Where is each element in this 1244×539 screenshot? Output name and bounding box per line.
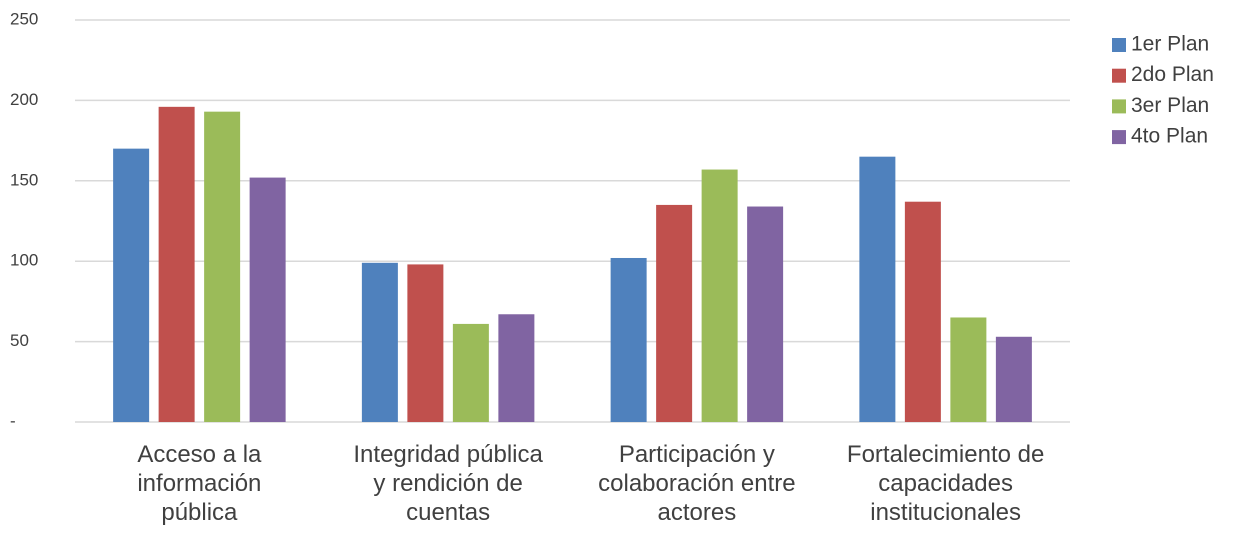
bar (158, 106, 195, 422)
legend-label: 3er Plan (1131, 94, 1209, 117)
bar (859, 156, 896, 422)
x-tick-label: Integridad pública y rendición de cuenta… (353, 441, 543, 526)
legend-label: 1er Plan (1131, 33, 1209, 56)
y-tick-label: 100 (10, 251, 38, 270)
bar (701, 169, 738, 422)
x-tick-label: Acceso a la información pública (137, 441, 262, 526)
legend-swatch (1112, 68, 1126, 83)
bar (995, 336, 1032, 422)
x-tick-label: Participación y colaboración entre actor… (598, 441, 796, 526)
legend-swatch (1112, 38, 1126, 52)
legend-swatch (1112, 99, 1126, 114)
legend-label: 2do Plan (1131, 63, 1214, 86)
bar (452, 323, 489, 422)
x-tick-label: Fortalecimiento de capacidades instituci… (846, 441, 1045, 526)
bar (904, 201, 941, 422)
y-tick-label: 50 (10, 331, 29, 350)
y-tick-label: 200 (10, 90, 38, 109)
bar (747, 206, 784, 422)
bar (407, 264, 444, 422)
bar (113, 148, 150, 422)
bar (656, 204, 693, 422)
bar (498, 314, 535, 422)
y-tick-label: - (10, 411, 16, 430)
y-tick-label: 250 (10, 9, 38, 28)
legend-label: 4to Plan (1131, 125, 1208, 148)
legend-swatch (1112, 130, 1126, 145)
bar (950, 317, 987, 422)
bar (610, 257, 647, 422)
bar (361, 262, 398, 422)
bar (249, 177, 286, 422)
y-tick-label: 150 (10, 170, 38, 189)
bar (204, 111, 241, 422)
